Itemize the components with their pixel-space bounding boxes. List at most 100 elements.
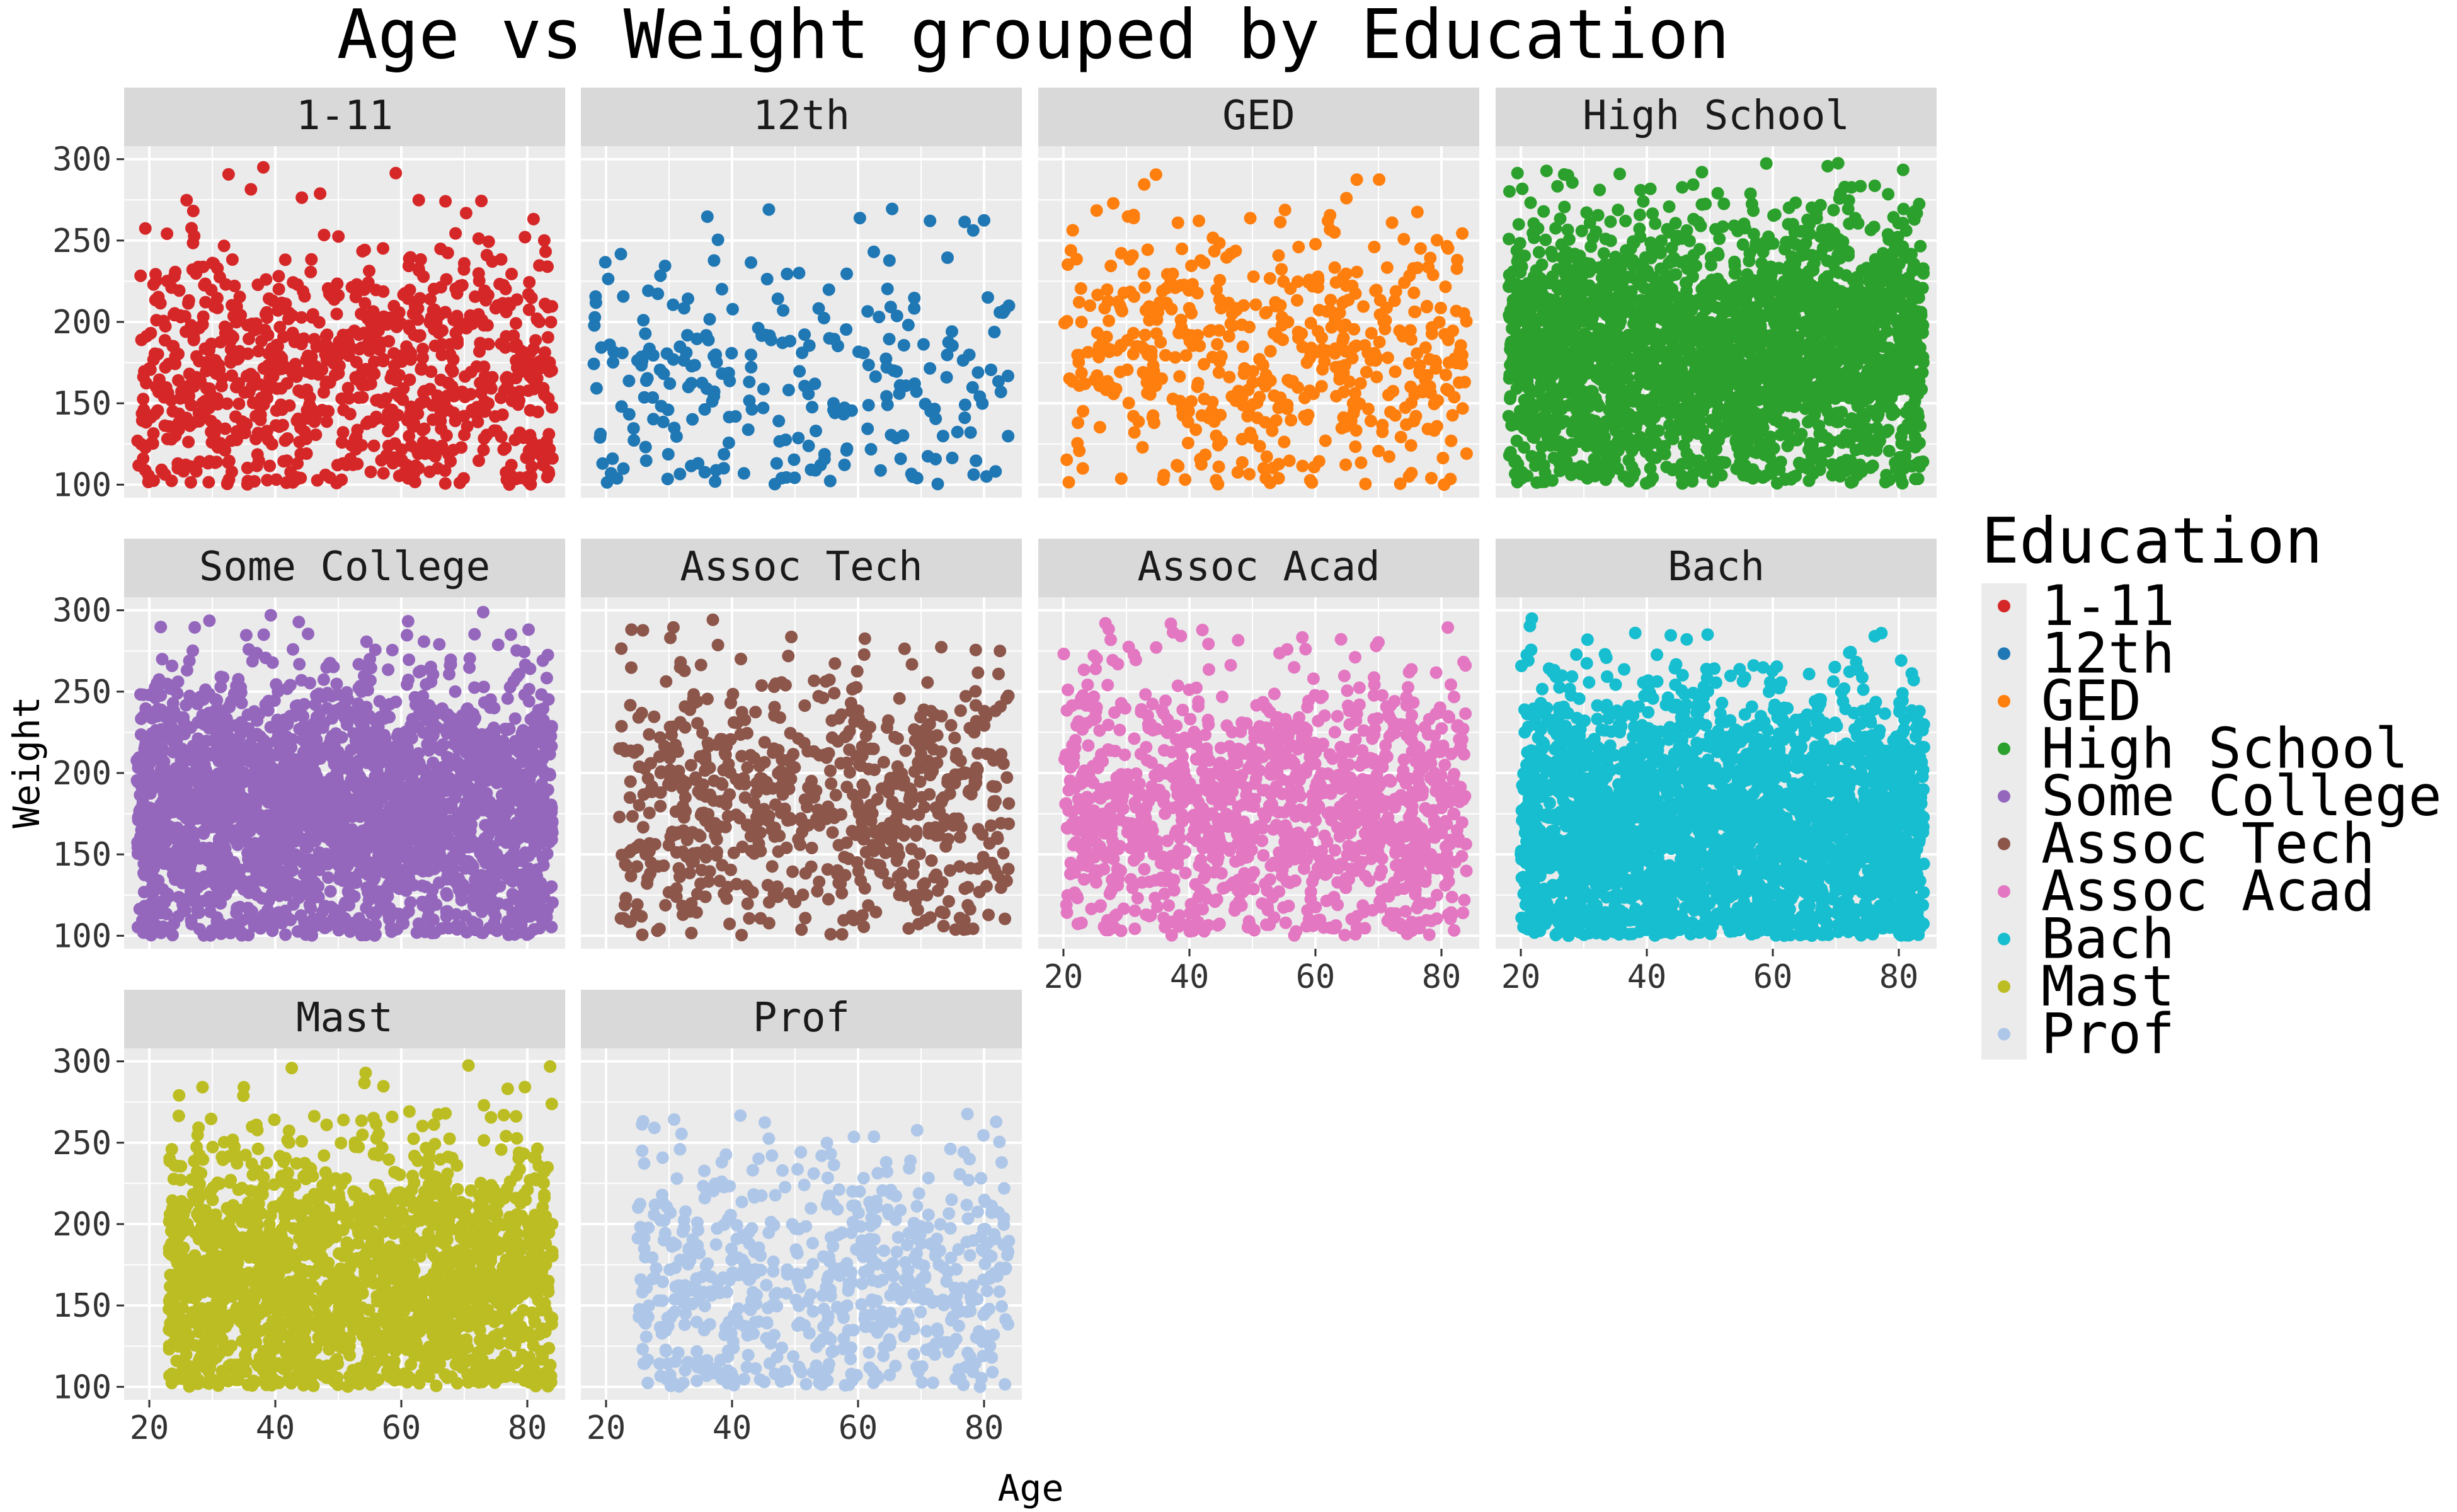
data-point bbox=[215, 379, 228, 392]
data-point bbox=[757, 382, 770, 396]
data-point bbox=[350, 430, 363, 444]
data-point bbox=[1832, 461, 1845, 474]
data-point bbox=[931, 478, 944, 491]
data-point bbox=[1821, 375, 1835, 388]
data-point bbox=[1213, 236, 1226, 249]
data-point bbox=[639, 454, 653, 467]
data-point bbox=[1404, 439, 1418, 452]
data-point bbox=[1652, 282, 1666, 295]
data-point bbox=[261, 474, 274, 487]
facet-strip bbox=[1038, 88, 1479, 146]
data-point bbox=[670, 430, 683, 443]
data-point bbox=[199, 295, 212, 309]
data-point bbox=[1365, 326, 1378, 340]
data-point bbox=[1633, 222, 1646, 236]
data-point bbox=[318, 229, 331, 241]
data-point bbox=[424, 292, 437, 306]
data-point bbox=[144, 326, 158, 340]
data-point bbox=[1821, 255, 1834, 267]
data-point bbox=[1407, 286, 1421, 299]
data-point bbox=[303, 391, 316, 404]
data-point bbox=[1750, 383, 1763, 396]
data-point bbox=[723, 374, 736, 387]
data-point bbox=[1728, 259, 1741, 272]
data-point bbox=[772, 415, 786, 428]
data-point bbox=[982, 291, 994, 304]
data-point bbox=[1102, 314, 1116, 328]
data-point bbox=[1166, 392, 1179, 406]
data-point bbox=[812, 302, 825, 315]
data-point bbox=[1226, 319, 1239, 332]
data-point bbox=[280, 377, 294, 390]
data-point bbox=[873, 311, 886, 324]
data-point bbox=[1189, 423, 1203, 437]
data-point bbox=[1707, 475, 1720, 488]
data-point bbox=[449, 227, 462, 240]
data-point bbox=[1114, 340, 1128, 353]
data-point bbox=[1376, 425, 1389, 438]
data-point bbox=[544, 316, 558, 329]
data-point bbox=[840, 267, 853, 280]
data-point bbox=[459, 370, 472, 383]
data-point bbox=[1213, 293, 1226, 306]
data-point bbox=[658, 260, 672, 273]
data-point bbox=[156, 466, 169, 479]
data-point bbox=[1460, 314, 1473, 328]
data-point bbox=[320, 353, 333, 367]
data-point bbox=[1333, 373, 1346, 386]
data-point bbox=[639, 440, 652, 454]
data-point bbox=[1836, 367, 1850, 381]
data-point bbox=[193, 355, 206, 368]
data-point bbox=[183, 367, 196, 381]
data-point bbox=[1249, 298, 1263, 311]
data-point bbox=[1389, 365, 1402, 378]
data-point bbox=[1138, 281, 1152, 294]
data-point bbox=[1702, 319, 1715, 333]
data-point bbox=[345, 280, 358, 294]
data-point bbox=[402, 260, 415, 273]
data-point bbox=[864, 443, 878, 456]
data-point bbox=[277, 455, 290, 468]
data-point bbox=[356, 391, 369, 404]
data-point bbox=[1639, 445, 1652, 459]
data-point bbox=[921, 450, 934, 463]
data-point bbox=[1540, 164, 1553, 178]
data-point bbox=[662, 448, 675, 461]
data-point bbox=[1405, 467, 1418, 479]
data-point bbox=[1723, 349, 1736, 362]
data-point bbox=[472, 232, 485, 245]
data-point bbox=[440, 429, 453, 442]
data-point bbox=[1132, 415, 1145, 428]
data-point bbox=[627, 434, 641, 447]
data-point bbox=[1608, 340, 1622, 353]
data-point bbox=[1801, 462, 1814, 475]
data-point bbox=[776, 336, 789, 350]
data-point bbox=[1451, 253, 1464, 266]
data-point bbox=[1122, 396, 1135, 410]
data-point bbox=[1646, 207, 1659, 220]
scatter-points-ged bbox=[1058, 168, 1473, 491]
data-point bbox=[1336, 334, 1349, 347]
data-point bbox=[956, 354, 970, 367]
data-point bbox=[298, 290, 311, 303]
data-point bbox=[139, 222, 152, 235]
data-point bbox=[186, 263, 199, 276]
data-point bbox=[1257, 462, 1270, 475]
data-point bbox=[185, 399, 198, 411]
data-point bbox=[362, 276, 375, 289]
data-point bbox=[760, 273, 774, 285]
data-point bbox=[1193, 214, 1205, 227]
data-point bbox=[336, 426, 350, 439]
data-point bbox=[1806, 259, 1819, 272]
data-point bbox=[1198, 256, 1211, 270]
data-point bbox=[537, 382, 550, 395]
data-point bbox=[1504, 304, 1517, 317]
data-point bbox=[598, 256, 612, 269]
data-point bbox=[180, 193, 193, 207]
data-point bbox=[311, 474, 324, 487]
data-point bbox=[1870, 301, 1882, 314]
data-point bbox=[423, 465, 437, 478]
data-point bbox=[213, 364, 226, 377]
data-point bbox=[1244, 212, 1257, 225]
